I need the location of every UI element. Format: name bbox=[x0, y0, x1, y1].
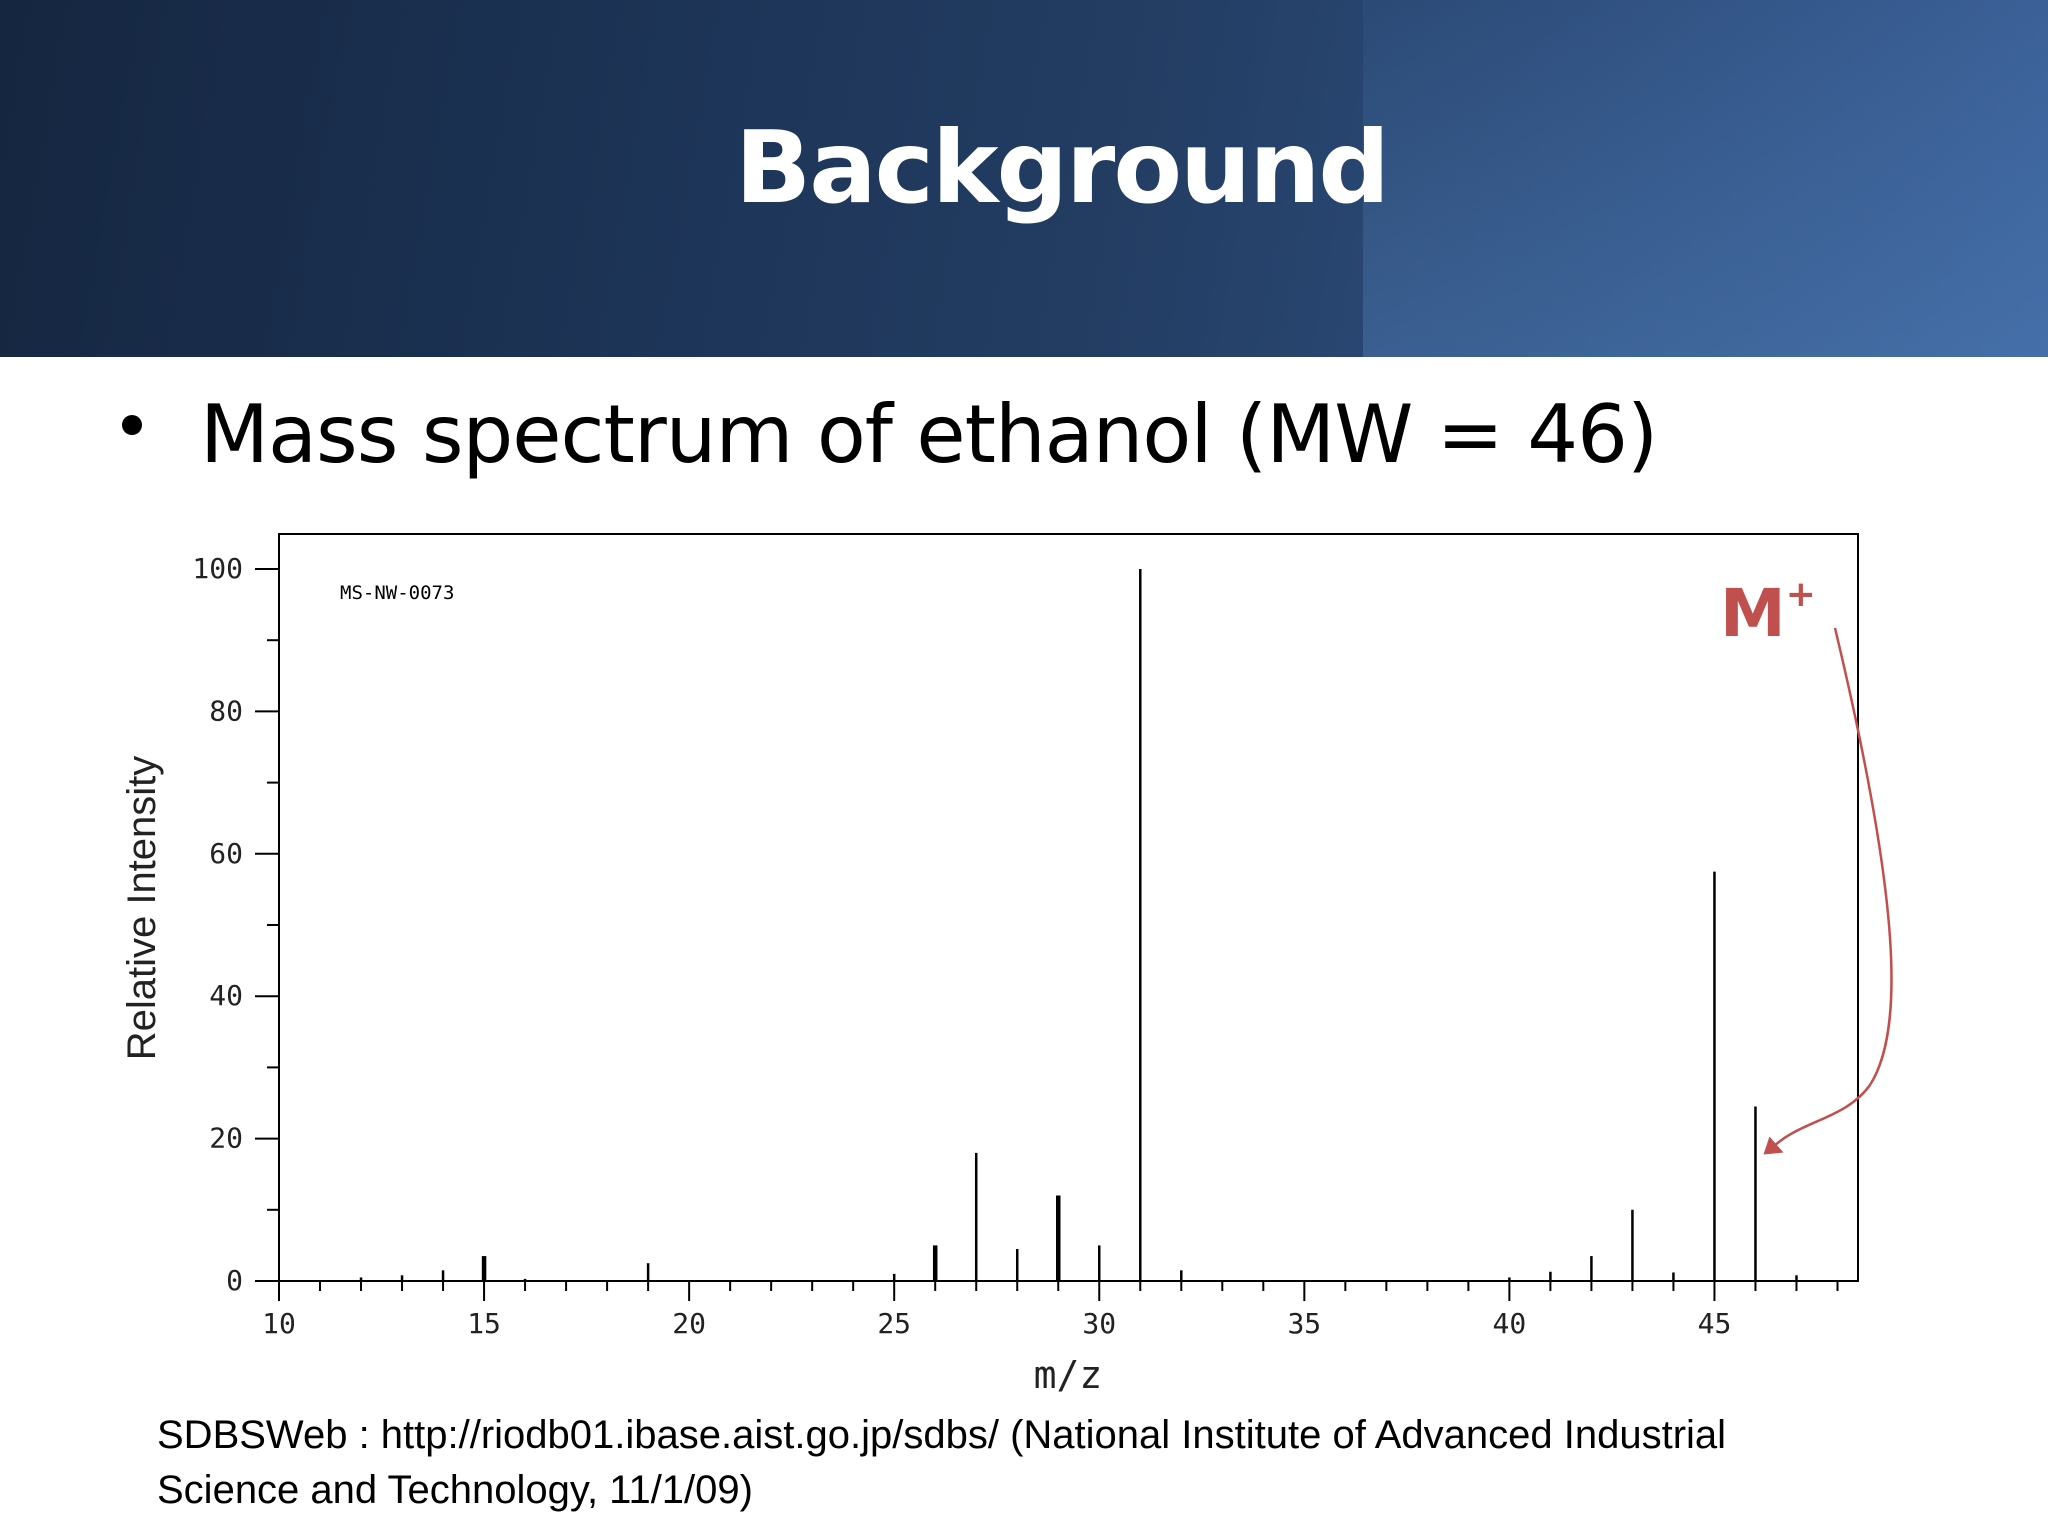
y-axis-label: Relative Intensity bbox=[120, 756, 164, 1061]
y-tick-label: 0 bbox=[226, 1264, 243, 1297]
x-tick-label: 25 bbox=[877, 1307, 911, 1340]
x-axis: 10 15 20 25 30 35 40 45 bbox=[262, 1281, 1839, 1340]
citation: SDBSWeb : http://riodb01.ibase.aist.go.j… bbox=[157, 1408, 1917, 1518]
x-tick-label: 10 bbox=[262, 1307, 296, 1340]
molecular-ion-annotation: M+ bbox=[1720, 574, 1893, 1155]
spectrum-bars bbox=[359, 569, 1798, 1281]
plot-frame bbox=[278, 533, 1859, 1282]
y-tick-label: 60 bbox=[209, 837, 243, 870]
x-tick-label: 20 bbox=[672, 1307, 706, 1340]
y-tick-label: 40 bbox=[209, 979, 243, 1012]
x-tick-label: 45 bbox=[1698, 1307, 1732, 1340]
spectrum-id-label: MS-NW-0073 bbox=[340, 582, 454, 604]
x-tick-label: 30 bbox=[1082, 1307, 1116, 1340]
annotation-arrow bbox=[1770, 627, 1893, 1150]
x-axis-label: m/z bbox=[1034, 1353, 1103, 1397]
y-tick-label: 20 bbox=[209, 1122, 243, 1155]
y-tick-label: 100 bbox=[192, 552, 243, 585]
header-accent-panel bbox=[1363, 0, 2048, 357]
slide-title: Background bbox=[734, 109, 1390, 226]
annotation-label: M+ bbox=[1720, 574, 1816, 652]
annotation-m: M bbox=[1720, 575, 1786, 652]
slide-header: Background bbox=[0, 0, 2048, 357]
citation-line-2: Science and Technology, 11/1/09) bbox=[157, 1468, 753, 1512]
y-axis: 0 20 40 60 80 100 bbox=[192, 552, 279, 1297]
bullet-marker bbox=[122, 415, 142, 435]
x-tick-label: 15 bbox=[467, 1307, 501, 1340]
citation-line-1: SDBSWeb : http://riodb01.ibase.aist.go.j… bbox=[157, 1413, 1727, 1457]
x-tick-label: 35 bbox=[1287, 1307, 1321, 1340]
annotation-arrowhead bbox=[1763, 1136, 1784, 1155]
y-tick-label: 80 bbox=[209, 694, 243, 727]
x-tick-label: 40 bbox=[1493, 1307, 1527, 1340]
bullet-text: Mass spectrum of ethanol (MW = 46) bbox=[200, 388, 1658, 481]
annotation-plus: + bbox=[1786, 574, 1816, 615]
